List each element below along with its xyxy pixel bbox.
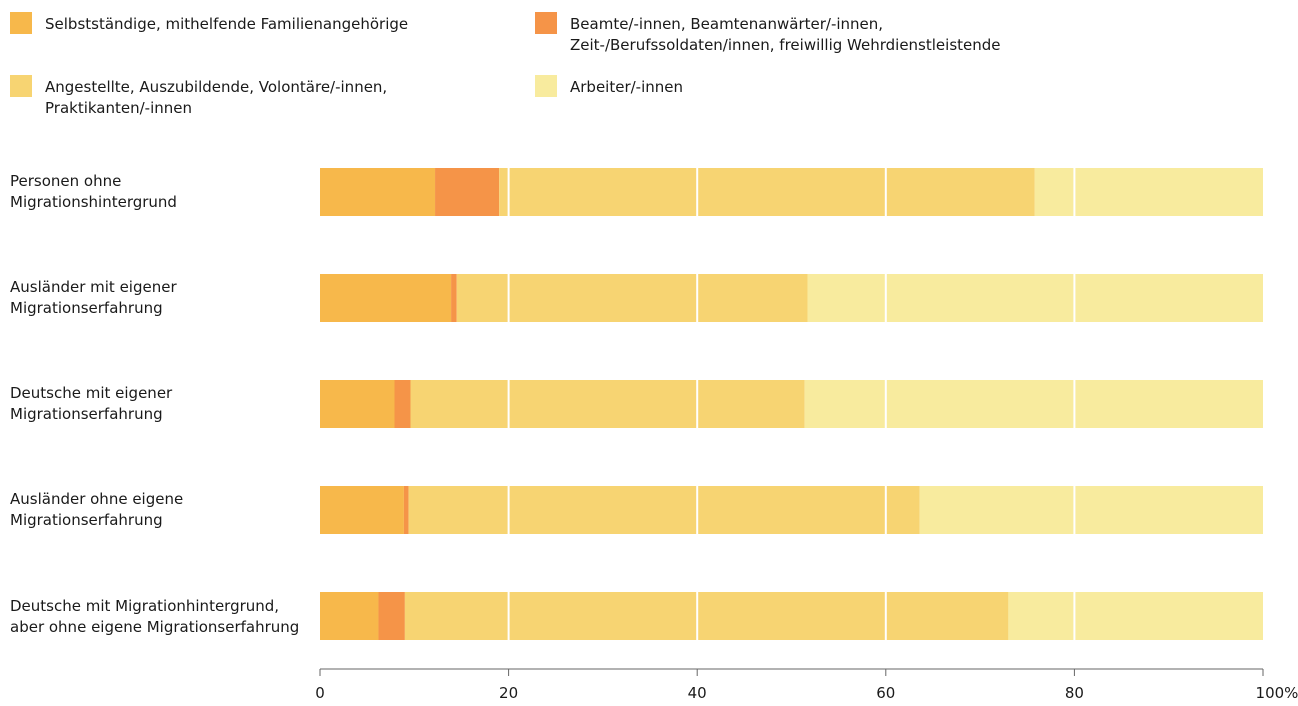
bar-group [320, 168, 1263, 640]
legend-label-beamte: Beamte/-innen, Beamtenanwärter/-innen, Z… [570, 15, 1001, 54]
legend-item-arbeiter: Arbeiter/-innen [535, 75, 1035, 99]
chart-legend: Selbstständige, mithelfende Familienange… [0, 0, 1298, 130]
bar-segment-row0-series2 [499, 168, 1035, 216]
legend-swatch-selbststaendige [10, 12, 32, 34]
x-axis: 0 20 40 60 80 100% [315, 668, 1298, 702]
bar-segment-row4-series1 [378, 592, 405, 640]
x-tick-label-40: 40 [688, 684, 707, 702]
legend-item-angestellte: Angestellte, Auszubildende, Volontäre/-i… [10, 75, 510, 121]
gridlines [507, 168, 1076, 640]
x-tick-label-60: 60 [876, 684, 895, 702]
legend-swatch-beamte [535, 12, 557, 34]
bar-segment-row2-series2 [410, 380, 805, 428]
bar-segment-row1-series3 [807, 274, 1263, 322]
legend-label-selbststaendige: Selbstständige, mithelfende Familienange… [45, 15, 409, 33]
row-label-personen-ohne-mh: Personen ohne Migrationshintergrund [10, 172, 177, 211]
legend-label-angestellte: Angestellte, Auszubildende, Volontäre/-i… [45, 78, 388, 117]
bar-segment-row0-series3 [1034, 168, 1263, 216]
row-label-deutsche-mit-mh-ohne-me: Deutsche mit Migrationhintergrund, aber … [10, 597, 300, 636]
bar-segment-row4-series0 [320, 592, 379, 640]
row-label-deutsche-mit-me: Deutsche mit eigener Migrationserfahrung [10, 384, 173, 423]
x-tick-label-100: 100% [1256, 684, 1298, 702]
x-tick-label-0: 0 [315, 684, 325, 702]
row-label-auslaender-mit-me: Ausländer mit eigener Migrationserfahrun… [10, 278, 177, 317]
legend-swatch-angestellte [10, 75, 32, 97]
bar-segment-row3-series0 [320, 486, 404, 534]
bar-segment-row2-series1 [394, 380, 411, 428]
bar-segment-row1-series2 [456, 274, 808, 322]
bar-segment-row1-series0 [320, 274, 452, 322]
bar-segment-row1-series1 [451, 274, 457, 322]
x-tick-label-80: 80 [1065, 684, 1084, 702]
bar-segment-row3-series1 [403, 486, 409, 534]
bar-segment-row0-series1 [435, 168, 500, 216]
bar-segment-row4-series2 [404, 592, 1009, 640]
row-label-auslaender-ohne-me: Ausländer ohne eigene Migrationserfahrun… [10, 490, 184, 529]
bar-segment-row3-series3 [919, 486, 1263, 534]
bar-segment-row3-series2 [408, 486, 920, 534]
bar-segment-row2-series0 [320, 380, 395, 428]
legend-swatch-arbeiter [535, 75, 557, 97]
bar-segment-row2-series3 [804, 380, 1263, 428]
legend-item-beamte: Beamte/-innen, Beamtenanwärter/-innen, Z… [535, 12, 1275, 58]
legend-item-selbststaendige: Selbstständige, mithelfende Familienange… [10, 12, 510, 36]
bar-segment-row4-series3 [1008, 592, 1263, 640]
x-tick-label-20: 20 [499, 684, 518, 702]
bar-segment-row0-series0 [320, 168, 436, 216]
legend-label-arbeiter: Arbeiter/-innen [570, 78, 684, 96]
